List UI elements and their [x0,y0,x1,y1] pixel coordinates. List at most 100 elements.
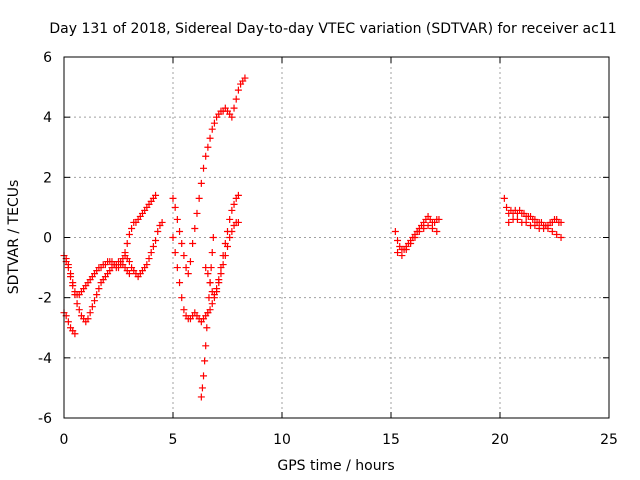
series-arc-b [62,255,133,326]
data-point [182,264,190,272]
data-point [125,258,133,266]
data-point [91,297,99,305]
data-point [420,224,428,232]
y-tick-label: 0 [43,231,52,247]
data-point [173,215,181,223]
data-point [208,125,216,133]
data-point [500,194,508,202]
data-point [398,252,406,260]
series-arc-l [505,215,565,241]
data-point [230,104,238,112]
data-point [428,224,436,232]
data-point [204,270,212,278]
y-axis-title: SDTVAR / TECUs [6,180,22,295]
data-point [180,252,188,260]
data-point [173,264,181,272]
data-point [204,309,212,317]
data-point [75,306,83,314]
data-point [234,218,242,226]
data-point [149,243,157,251]
data-point [209,234,217,241]
data-point [208,300,216,308]
data-point [402,246,410,254]
data-point [226,215,234,223]
data-point [71,291,79,299]
x-axis-title: GPS time / hours [277,458,394,474]
data-point [544,224,552,232]
data-point [180,306,188,314]
data-point [201,357,209,365]
data-point [557,234,565,241]
data-point [154,227,162,235]
data-point [202,342,210,350]
data-point [171,249,179,257]
series-arc-g [197,234,217,401]
data-point [178,294,186,302]
data-point [210,291,218,299]
data-point [86,309,94,317]
data-point [152,237,160,245]
series-arc-f [169,218,242,326]
data-point [73,300,81,308]
series-arc-e [169,74,249,278]
data-point [228,206,236,214]
data-point [213,285,221,293]
y-tick-label: -6 [38,411,52,427]
grid [64,57,609,418]
data-point [64,318,72,326]
series-arc-h [202,191,242,299]
data-point [176,227,184,235]
data-point [411,234,419,241]
data-point [191,224,199,232]
data-point [230,200,238,208]
y-tick-label: -4 [38,351,52,367]
data-point [557,218,565,226]
data-point [195,194,203,202]
data-marks [60,74,565,401]
data-point [176,279,184,287]
data-point [206,134,214,142]
data-point [234,86,242,94]
data-point [197,179,205,187]
data-point [221,240,229,248]
data-point [208,249,216,257]
data-point [198,384,206,392]
data-point [531,221,539,229]
data-point [202,152,210,160]
data-point [84,315,92,323]
series-arc-k [500,194,565,229]
data-point [232,95,240,103]
y-tick-label: 4 [43,110,52,126]
data-point [184,270,192,278]
data-point [71,330,79,338]
data-point [158,218,166,226]
x-tick-label: 20 [491,432,509,448]
data-point [215,276,223,284]
data-point [147,249,155,257]
data-point [433,227,441,235]
data-point [522,218,530,226]
data-point [415,227,423,235]
data-point [219,252,227,260]
data-point [186,258,194,266]
x-tick-label: 10 [273,432,291,448]
data-point [217,264,225,272]
data-point [391,227,399,235]
data-point [505,218,513,226]
x-tick-label: 15 [382,432,400,448]
data-point [169,234,177,241]
data-point [210,119,218,127]
data-point [513,215,521,223]
x-tick-label: 25 [600,432,618,448]
data-point [204,143,212,151]
x-tick-label: 5 [169,432,178,448]
data-point [125,270,133,278]
data-point [202,264,210,272]
data-point [224,227,231,235]
series-arc-d [121,218,166,281]
data-point [88,303,96,311]
data-point [200,164,208,172]
data-point [394,237,402,245]
axis-ticks [63,56,610,419]
